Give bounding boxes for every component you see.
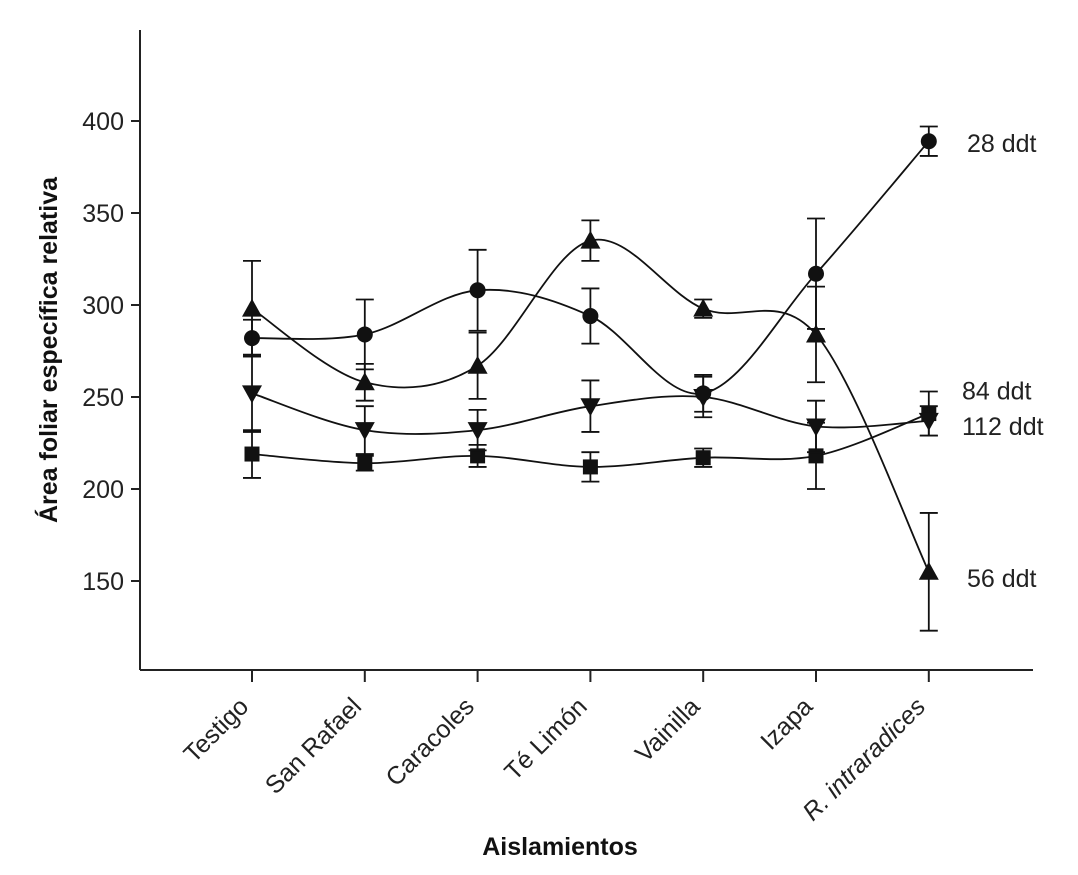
x-tick-label: Testigo [178,692,254,768]
y-axis: 150 200 250 300 350 400 [82,30,141,670]
series-label: 112 ddt [962,413,1044,441]
marker-triangle-up [242,298,262,317]
series-112-ddt [242,353,939,455]
marker-square [582,459,598,475]
y-tick-label: 300 [82,292,124,320]
x-axis: Testigo San Rafael Caracoles Té Limón Vainil… [140,669,1033,826]
y-tick-label: 200 [82,476,124,504]
marker-triangle-up [918,561,939,580]
marker-square [470,448,486,464]
marker-triangle-up [693,298,714,317]
series-label: 56 ddt [967,565,1037,593]
marker-circle [356,326,373,343]
marker-circle [920,133,937,150]
marker-triangle-down [580,398,601,417]
series-line [251,140,930,395]
y-tick-label: 250 [82,384,124,412]
marker-triangle-up [580,230,601,249]
x-tick-label: Vainilla [630,692,706,768]
marker-circle [808,265,824,282]
marker-circle [582,308,599,325]
marker-triangle-up [806,324,826,343]
series-56-ddt [242,219,939,632]
labels-layer: 28 ddt 56 ddt 84 ddt 112 ddt [962,130,1044,593]
series-28-ddt [243,125,938,413]
marker-triangle-up [354,372,375,391]
x-tick-label: Caracoles [380,692,479,791]
marker-triangle-up [467,355,488,374]
marker-triangle-down [354,422,375,441]
series-layer [242,125,939,632]
marker-triangle-down [693,389,714,407]
x-tick-label: Té Limón [499,692,592,785]
marker-triangle-down [467,422,488,441]
marker-circle [469,282,486,299]
x-tick-label: San Rafael [260,692,367,799]
marker-triangle-down [918,412,939,431]
x-tick-label: Izapa [755,692,818,755]
marker-square [244,446,260,462]
y-tick-label: 400 [82,108,124,136]
y-tick-label: 150 [82,568,124,596]
series-label: 84 ddt [962,378,1032,406]
marker-triangle-down [242,385,262,404]
y-tick-label: 350 [82,200,124,228]
x-axis-title: Aislamientos [482,833,638,861]
series-label: 28 ddt [967,130,1037,158]
marker-triangle-down [806,418,826,437]
marker-square [357,455,373,471]
marker-square [695,450,711,466]
y-axis-title: Área foliar específica relativa [34,176,63,523]
